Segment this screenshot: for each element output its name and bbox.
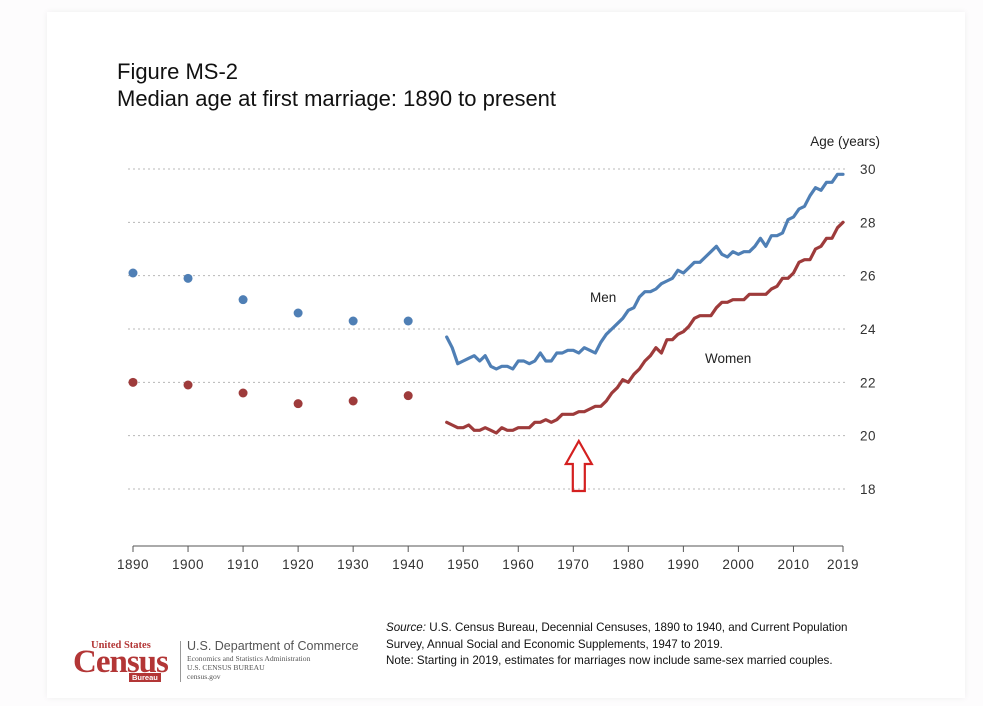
gridlines <box>128 168 848 490</box>
women-decennial-point <box>293 399 303 409</box>
y-tick-label: 30 <box>860 162 876 177</box>
y-tick-label: 20 <box>860 429 876 444</box>
x-tick-label: 1930 <box>337 557 369 572</box>
y-tick-label: 24 <box>860 322 876 337</box>
dept-esa: Economics and Statistics Administration <box>187 654 311 663</box>
census-logo: United States Census Bureau <box>73 640 173 684</box>
source-label: Source: <box>386 621 426 634</box>
men-label: Men <box>590 290 616 305</box>
y-tick-label: 22 <box>860 375 876 390</box>
x-tick-label: 1950 <box>447 557 479 572</box>
logo-divider <box>180 641 181 682</box>
x-tick-label: 1910 <box>227 557 259 572</box>
y-axis-label: Age (years) <box>810 134 880 149</box>
men-decennial-point <box>348 316 358 326</box>
men-decennial-point <box>403 316 413 326</box>
x-tick-label: 2000 <box>722 557 754 572</box>
logo-bureau-tag: Bureau <box>129 673 161 682</box>
women-decennial-point <box>183 380 193 390</box>
source-note: Source: U.S. Census Bureau, Decennial Ce… <box>386 620 906 670</box>
men-decennial-point <box>183 273 193 283</box>
series-labels: Men Women <box>590 290 751 366</box>
y-axis-ticks: 18 20 22 24 26 28 30 Age (years) <box>810 134 880 497</box>
women-decennial-point <box>238 388 248 398</box>
x-tick-label: 1970 <box>557 557 589 572</box>
women-decennial-point <box>128 377 138 387</box>
x-axis: 1890 1900 1910 1920 1930 1940 1950 1960 1970 1980… <box>117 545 859 572</box>
men-decennial-point <box>293 308 303 318</box>
x-tick-label: 1940 <box>392 557 424 572</box>
x-tick-label: 1890 <box>117 557 149 572</box>
women-label: Women <box>705 351 751 366</box>
up-arrow-annotation <box>563 438 594 493</box>
note-text: Note: Starting in 2019, estimates for ma… <box>386 654 833 667</box>
dept-commerce: U.S. Department of Commerce <box>187 639 359 653</box>
women-series-line <box>445 220 845 435</box>
logo-united-states: United States <box>91 640 151 651</box>
women-decennial-point <box>403 391 413 401</box>
y-tick-label: 28 <box>860 215 876 230</box>
x-tick-label: 2019 <box>827 557 859 572</box>
annotations <box>563 438 594 493</box>
y-tick-label: 18 <box>860 482 876 497</box>
figure-subtitle: Median age at first marriage: 1890 to pr… <box>117 86 557 111</box>
dept-census-bureau: U.S. CENSUS BUREAU <box>187 663 265 672</box>
department-block: U.S. Department of Commerce Economics an… <box>187 638 359 681</box>
x-tick-label: 1920 <box>282 557 314 572</box>
figure-title: Figure MS-2 Median age at first marriage… <box>117 58 556 112</box>
men-decennial-point <box>238 295 248 305</box>
series-group <box>128 172 845 435</box>
women-decennial-point <box>348 396 358 406</box>
source-text: U.S. Census Bureau, Decennial Censuses, … <box>425 621 848 634</box>
figure-card <box>47 12 965 698</box>
dept-website: census.gov <box>187 672 221 681</box>
y-tick-label: 26 <box>860 269 876 284</box>
figure-number: Figure MS-2 <box>117 59 239 84</box>
men-series-line <box>445 172 845 371</box>
men-decennial-point <box>128 268 138 278</box>
x-tick-label: 2010 <box>777 557 809 572</box>
x-tick-label: 1960 <box>502 557 534 572</box>
x-tick-label: 1900 <box>172 557 204 572</box>
x-tick-label: 1990 <box>667 557 699 572</box>
x-tick-label: 1980 <box>612 557 644 572</box>
source-line2: Survey, Annual Social and Economic Suppl… <box>386 637 723 651</box>
